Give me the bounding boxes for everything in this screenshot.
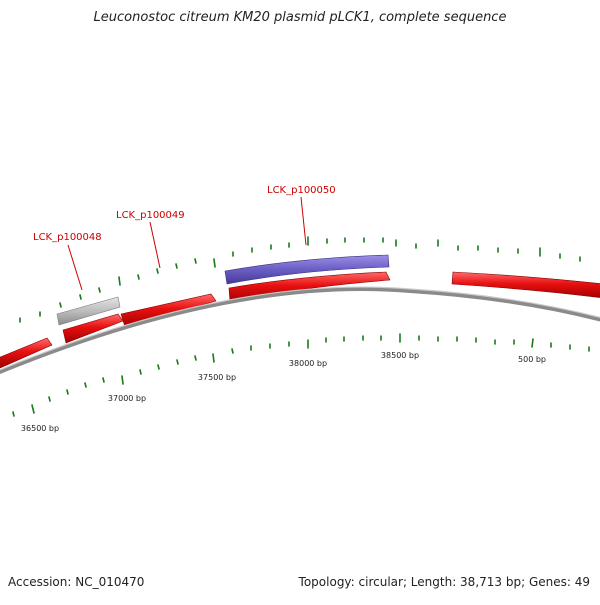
gene-lck-p100048-partner[interactable] (56, 296, 121, 326)
gene-arrow[interactable] (0, 337, 53, 369)
leader-line-lck-p100048 (67, 244, 83, 291)
plasmid-backbone-highlight (0, 286, 600, 371)
tick-mark (212, 353, 215, 363)
summary-text: Topology: circular; Length: 38,713 bp; G… (298, 575, 590, 589)
tick-mark (102, 377, 105, 383)
scale-label-36500: 36500 bp (21, 424, 59, 433)
tick-mark (531, 338, 534, 348)
scale-label-38000: 38000 bp (289, 359, 327, 368)
scale-label-38500: 38500 bp (381, 351, 419, 360)
tick-mark (176, 359, 179, 365)
inner-tick-ring (12, 333, 590, 417)
scale-label-37500: 37500 bp (198, 373, 236, 382)
gene-lck-p100050[interactable] (224, 254, 390, 285)
gene-lck-p100049[interactable] (120, 293, 217, 328)
tick-mark (118, 276, 121, 286)
outer-tick-ring (19, 236, 581, 323)
accession-text: Accession: NC_010470 (8, 575, 145, 589)
tick-mark (194, 258, 197, 264)
leader-line-lck-p100049 (149, 221, 161, 269)
tick-mark (59, 302, 62, 308)
tick-mark (31, 404, 35, 414)
gene-label-lck-p100048[interactable]: LCK_p100048 (33, 232, 102, 243)
tick-mark (157, 364, 160, 370)
tick-mark (84, 382, 87, 388)
tick-mark (213, 258, 216, 268)
map-title: Leuconostoc citreum KM20 plasmid pLCK1, … (93, 10, 507, 25)
tick-mark (98, 287, 101, 293)
tick-mark (194, 355, 197, 361)
tick-mark (121, 375, 124, 385)
gene-label-lck-p100050[interactable]: LCK_p100050 (267, 185, 336, 196)
plasmid-backbone (0, 287, 600, 375)
gene-track (0, 254, 600, 369)
label-leaders (67, 196, 307, 291)
gene-arrow[interactable] (451, 271, 600, 298)
scale-label-500: 500 bp (518, 355, 546, 364)
leader-line-lck-p100050 (300, 196, 307, 246)
tick-mark (156, 268, 159, 274)
tick-mark (175, 263, 178, 269)
tick-mark (12, 411, 15, 417)
tick-mark (79, 294, 82, 300)
tick-mark (137, 274, 140, 280)
tick-mark (66, 389, 69, 395)
tick-mark (139, 369, 142, 375)
scale-label-37000: 37000 bp (108, 394, 146, 403)
gene-label-lck-p100049[interactable]: LCK_p100049 (116, 210, 185, 221)
tick-mark (48, 396, 51, 402)
tick-mark (231, 348, 234, 354)
